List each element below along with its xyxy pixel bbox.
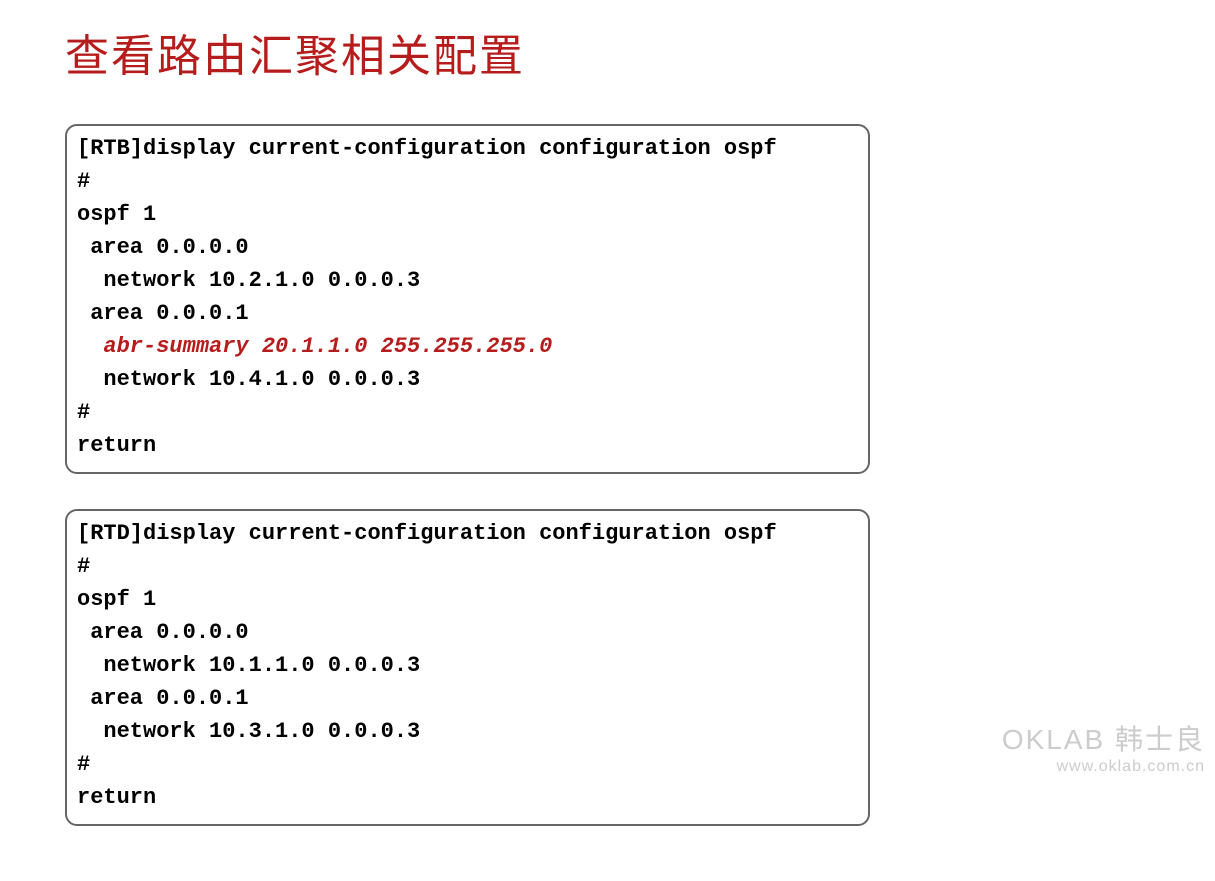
code-line: network 10.1.1.0 0.0.0.3 <box>77 649 858 682</box>
code-line: return <box>77 429 858 462</box>
code-line: network 10.4.1.0 0.0.0.3 <box>77 363 858 396</box>
code-line: abr-summary 20.1.1.0 255.255.255.0 <box>77 330 858 363</box>
code-line: # <box>77 165 858 198</box>
code-line: area 0.0.0.0 <box>77 616 858 649</box>
code-line: # <box>77 550 858 583</box>
code-boxes-container: [RTB]display current-configuration confi… <box>65 124 1155 826</box>
code-line: # <box>77 748 858 781</box>
code-line: ospf 1 <box>77 198 858 231</box>
code-line: # <box>77 396 858 429</box>
watermark: OKLAB 韩士良 www.oklab.com.cn <box>1002 718 1205 776</box>
watermark-main: OKLAB 韩士良 <box>1002 718 1205 758</box>
code-line: [RTB]display current-configuration confi… <box>77 132 858 165</box>
code-line: network 10.3.1.0 0.0.0.3 <box>77 715 858 748</box>
code-line: [RTD]display current-configuration confi… <box>77 517 858 550</box>
code-box-0: [RTB]display current-configuration confi… <box>65 124 870 474</box>
page-title: 查看路由汇聚相关配置 <box>65 20 1155 84</box>
code-line: network 10.2.1.0 0.0.0.3 <box>77 264 858 297</box>
code-line: ospf 1 <box>77 583 858 616</box>
code-line: area 0.0.0.1 <box>77 682 858 715</box>
code-line: area 0.0.0.1 <box>77 297 858 330</box>
watermark-url: www.oklab.com.cn <box>1002 758 1205 776</box>
code-box-1: [RTD]display current-configuration confi… <box>65 509 870 826</box>
code-line: area 0.0.0.0 <box>77 231 858 264</box>
